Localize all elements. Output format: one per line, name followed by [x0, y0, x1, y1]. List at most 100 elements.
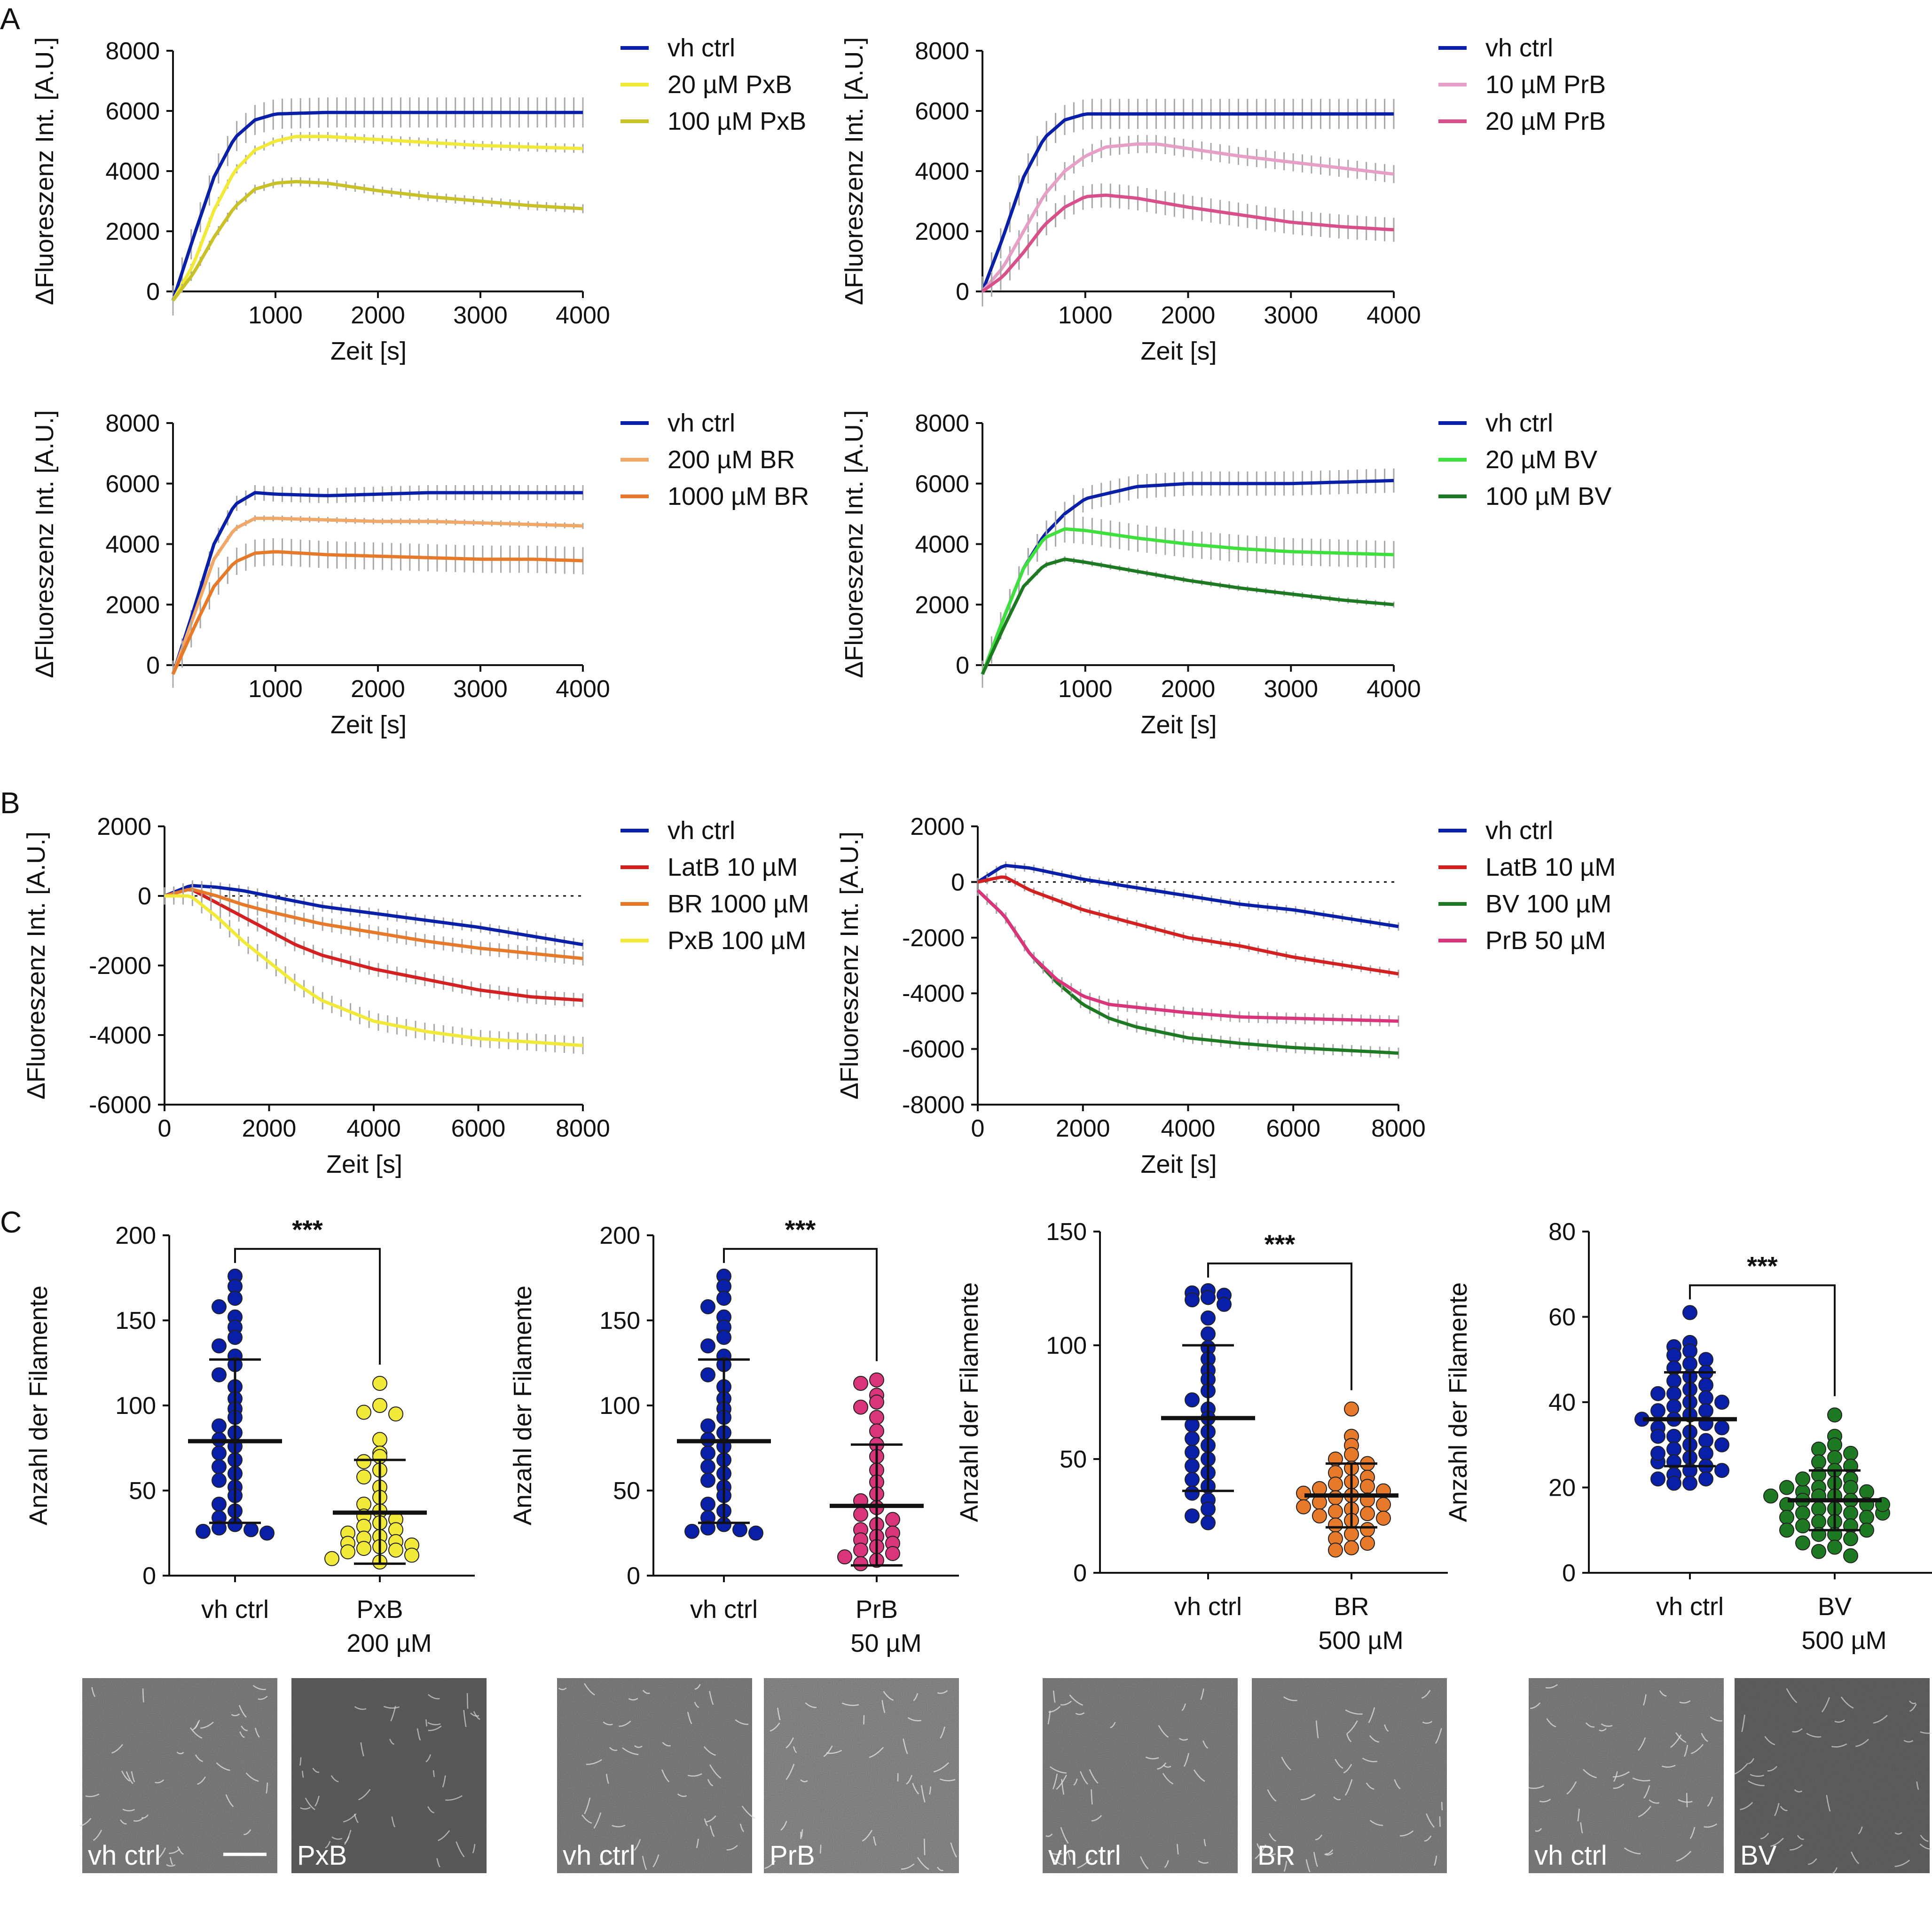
- actin-filament: [622, 1747, 639, 1755]
- actin-filament: [764, 1860, 776, 1869]
- actin-filament: [1110, 1722, 1116, 1728]
- x-tick-label: 4000: [556, 675, 610, 703]
- series-2: [981, 183, 1395, 304]
- actin-filament: [111, 1744, 123, 1754]
- significance-bracket: [234, 1248, 381, 1365]
- data-point: [372, 1398, 387, 1413]
- actin-filament: [1421, 1690, 1431, 1699]
- data-point: [853, 1375, 868, 1391]
- actin-filament: [1313, 1852, 1318, 1867]
- series-line: [172, 180, 583, 302]
- y-tick-label: 6000: [105, 98, 160, 125]
- series-line: [976, 889, 1399, 1055]
- actin-filament: [903, 1738, 908, 1754]
- x-axis-label: Zeit [s]: [1140, 1150, 1217, 1178]
- y-tick-label: 50: [1060, 1446, 1087, 1473]
- data-point: [1843, 1480, 1858, 1495]
- data-point: [716, 1290, 731, 1306]
- actin-filament: [299, 1757, 302, 1766]
- series-2: [976, 885, 1399, 1059]
- actin-filament: [661, 1769, 670, 1782]
- actin-filament: [93, 1829, 102, 1841]
- legend-label: vh ctrl: [1485, 409, 1553, 437]
- micrograph-noise: [1043, 1678, 1238, 1873]
- x-tick-label: 2000: [242, 1115, 297, 1142]
- x-tick-label: 4000: [1367, 675, 1421, 703]
- y-tick-label: 2000: [910, 813, 965, 840]
- y-axis-label: Anzahl der Filamente: [1444, 1282, 1472, 1522]
- data-point: [1698, 1377, 1713, 1393]
- group-0: vh ctrl: [1161, 1283, 1255, 1621]
- actin-filament: [1748, 1758, 1755, 1764]
- dot-plot-c4: 0 20 40 60 80 Anzahl der Filamente vh ctrl BV 50…: [1444, 1218, 1932, 1655]
- data-point: [700, 1459, 715, 1475]
- y-tick-label: 2000: [97, 813, 151, 840]
- actin-filament: [121, 1770, 130, 1782]
- actin-filament: [1075, 1712, 1085, 1715]
- actin-filament: [216, 1762, 230, 1771]
- series-2: [981, 556, 1395, 677]
- series-line: [981, 527, 1394, 675]
- data-point: [243, 1522, 259, 1538]
- actin-filament: [1069, 1694, 1084, 1706]
- actin-filament: [912, 1782, 919, 1795]
- significance-label: ***: [1264, 1229, 1296, 1259]
- actin-filament: [735, 1719, 749, 1725]
- data-point: [212, 1418, 227, 1434]
- data-point: [1185, 1392, 1200, 1408]
- actin-filament: [1670, 1734, 1682, 1748]
- legend-label: 100 µM PxB: [668, 107, 806, 135]
- micrograph-pair-2: vh ctrl BR: [1043, 1678, 1447, 1873]
- dot-plot-c3: 0 50 100 150 Anzahl der Filamente vh ctrl BR 50…: [955, 1218, 1448, 1655]
- y-axis-label: ΔFluoreszenz Int. [A.U.]: [840, 37, 868, 305]
- data-point: [196, 1523, 211, 1539]
- legend-label: BR 1000 µM: [668, 890, 809, 918]
- micrograph-label: BV: [1740, 1840, 1777, 1871]
- data-point: [1843, 1445, 1858, 1461]
- actin-filament: [1394, 1779, 1401, 1789]
- actin-filament: [634, 1745, 643, 1748]
- data-point: [700, 1445, 715, 1461]
- data-point: [1811, 1441, 1826, 1457]
- actin-filament: [1325, 1849, 1334, 1855]
- actin-filament: [1052, 1774, 1058, 1789]
- data-point: [1185, 1458, 1200, 1474]
- actin-filament: [1346, 1734, 1352, 1742]
- data-point: [1185, 1508, 1200, 1523]
- data-point: [853, 1399, 868, 1415]
- legend-label: vh ctrl: [668, 816, 735, 845]
- actin-filament: [1632, 1777, 1650, 1782]
- actin-filament: [157, 1847, 166, 1859]
- actin-filament: [436, 1858, 440, 1868]
- actin-filament: [1422, 1721, 1433, 1724]
- data-point: [1698, 1390, 1713, 1405]
- data-point: [1682, 1305, 1697, 1320]
- y-tick-label: 2000: [915, 591, 969, 619]
- dot-plot-c1: 0 50 100 150 200 Anzahl der Filamente vh ctrl P…: [24, 1215, 475, 1657]
- actin-filament: [243, 1829, 251, 1835]
- y-tick-label: 20: [1548, 1475, 1576, 1502]
- data-point: [1827, 1407, 1842, 1423]
- data-point: [869, 1410, 884, 1425]
- actin-filament: [1612, 1771, 1630, 1778]
- micrograph-label: vh ctrl: [1534, 1840, 1607, 1871]
- data-point: [1827, 1539, 1842, 1555]
- actin-filament: [427, 1806, 434, 1813]
- y-tick-label: 4000: [105, 158, 160, 185]
- series-1: [981, 515, 1395, 688]
- actin-filament: [628, 1698, 638, 1701]
- data-point: [1360, 1479, 1375, 1494]
- x-tick-label: 1000: [248, 302, 303, 329]
- data-point: [700, 1418, 715, 1434]
- data-point: [212, 1520, 227, 1536]
- series-line: [977, 875, 1399, 976]
- data-point: [1344, 1540, 1359, 1555]
- significance-label: ***: [1747, 1251, 1778, 1280]
- micrograph-label: PrB: [770, 1840, 815, 1871]
- data-point: [700, 1367, 715, 1382]
- actin-filament: [1179, 1738, 1188, 1741]
- actin-filament: [1601, 1723, 1613, 1727]
- actin-filament: [300, 1806, 311, 1810]
- actin-filament: [1200, 1688, 1204, 1700]
